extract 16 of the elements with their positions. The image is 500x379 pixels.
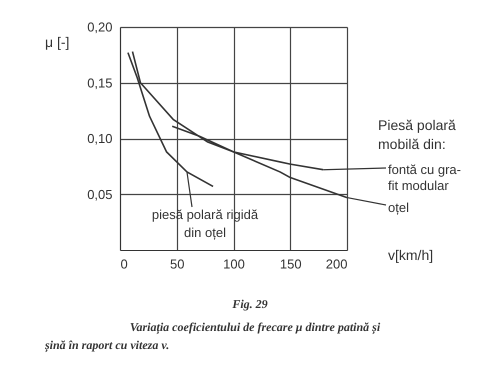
text: Variația coeficientului de frecare μ dintre patină și șină în raport cu viteza v.: [44, 320, 381, 353]
x-tick-label: 100: [223, 256, 245, 272]
legend-label: oțel: [388, 200, 410, 215]
x-tick-label: 0: [120, 256, 128, 272]
x-tick-label: 200: [326, 256, 348, 272]
y-tick-label: 0,05: [87, 186, 112, 202]
x-tick-label: 150: [280, 256, 302, 272]
text: Piesă polară mobilă din:: [378, 117, 456, 152]
legend-label: fontă cu gra-fit modular: [388, 162, 461, 193]
y-tick-label: 0,20: [87, 20, 112, 34]
x-tick-label: 50: [170, 256, 184, 272]
y-tick-label: 0,15: [87, 75, 112, 90]
y-axis-title: μ [-]: [45, 34, 70, 50]
x-axis-title: v[km/h]: [388, 247, 434, 263]
y-tick-label: 0,10: [87, 131, 112, 146]
text: Fig. 29: [231, 297, 268, 311]
